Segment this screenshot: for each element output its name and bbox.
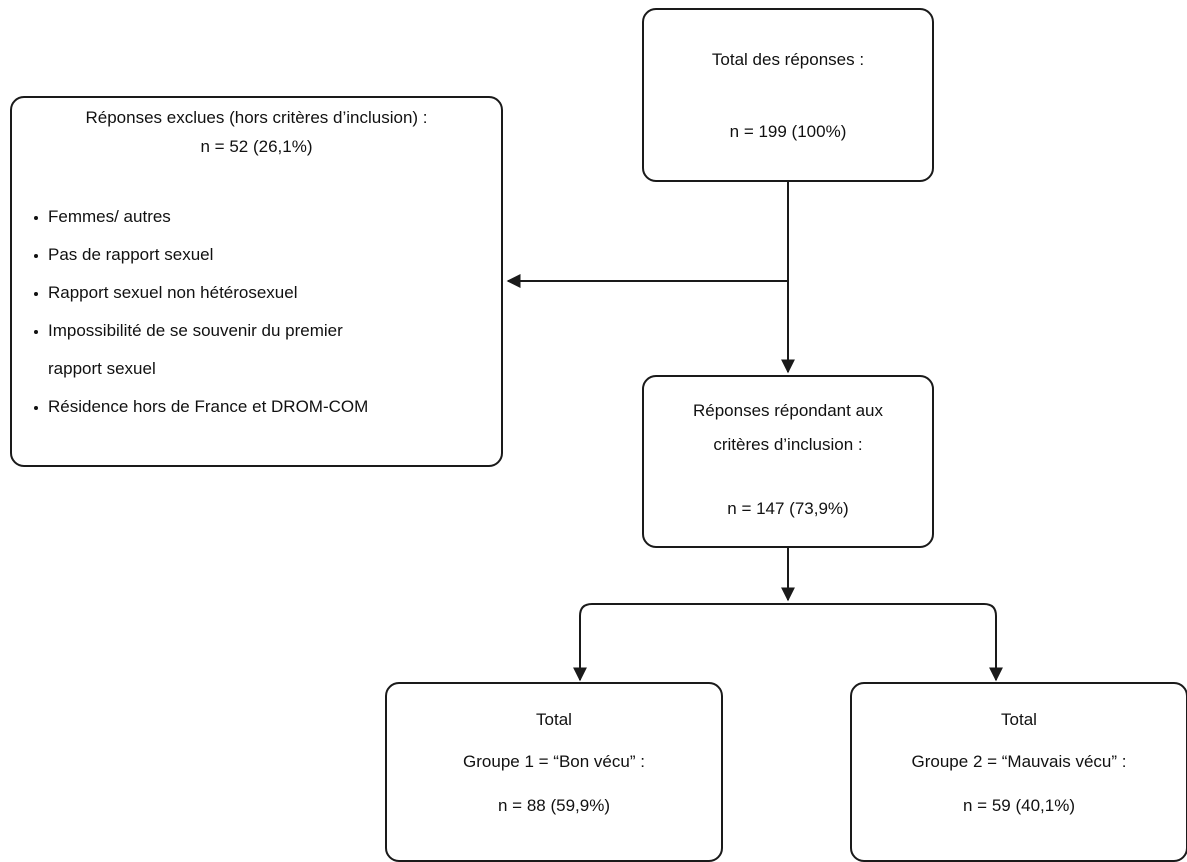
included-title-line1: Réponses répondant aux: [693, 401, 883, 420]
included-count: n = 147 (73,9%): [727, 499, 849, 518]
total-count: n = 199 (100%): [729, 122, 847, 141]
group2-label: Groupe 2 = “Mauvais vécu” :: [911, 752, 1127, 771]
exclusion-criteria-list: Femmes/ autres Pas de rapport sexuel Rap…: [34, 198, 368, 426]
excluded-box: Réponses exclues (hors critères d’inclus…: [10, 96, 503, 467]
exclusion-criterion: Pas de rapport sexuel: [34, 236, 368, 274]
exclusion-criterion: Impossibilité de se souvenir du premier r…: [34, 312, 368, 388]
group1-total-label: Total: [536, 710, 572, 729]
included-box: Réponses répondant aux critères d’inclus…: [642, 375, 934, 548]
group1-count: n = 88 (59,9%): [498, 796, 610, 815]
excluded-count: n = 52 (26,1%): [200, 137, 313, 156]
total-title: Total des réponses :: [711, 50, 865, 69]
connector-split-bracket: [579, 603, 997, 680]
exclusion-criterion: Rapport sexuel non hétérosexuel: [34, 274, 368, 312]
group1-box: Total Groupe 1 = “Bon vécu” : n = 88 (59…: [385, 682, 723, 862]
group1-label: Groupe 1 = “Bon vécu” :: [463, 752, 645, 771]
group2-count: n = 59 (40,1%): [963, 796, 1075, 815]
excluded-title: Réponses exclues (hors critères d’inclus…: [85, 108, 428, 127]
total-box: Total des réponses : n = 199 (100%): [642, 8, 934, 182]
exclusion-criterion: Femmes/ autres: [34, 198, 368, 236]
exclusion-criterion: Résidence hors de France et DROM-COM: [34, 388, 368, 426]
group2-total-label: Total: [1001, 710, 1037, 729]
group2-box: Total Groupe 2 = “Mauvais vécu” : n = 59…: [850, 682, 1187, 862]
included-title-line2: critères d’inclusion :: [713, 435, 863, 454]
